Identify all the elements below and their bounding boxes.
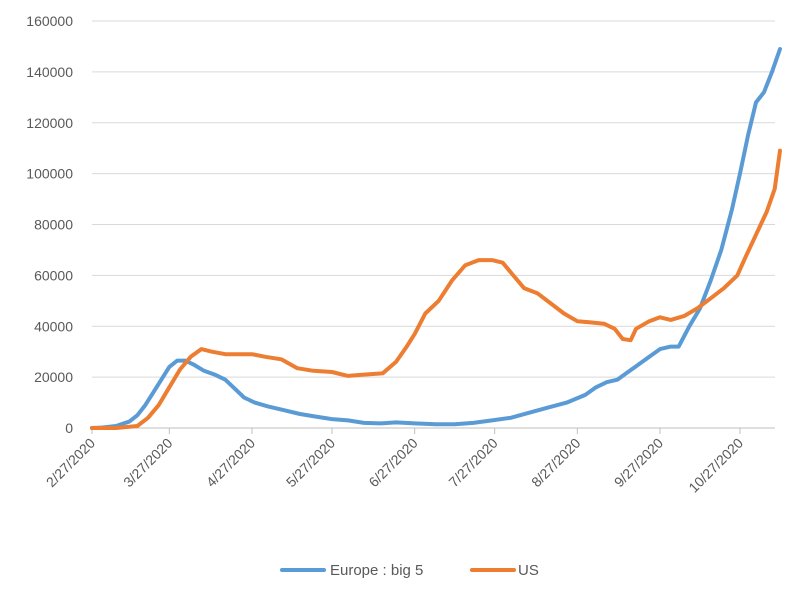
axes — [91, 427, 775, 434]
y-tick-label: 80000 — [34, 217, 73, 233]
y-tick-label: 100000 — [26, 166, 73, 182]
x-tick-label: 3/27/2020 — [120, 435, 176, 491]
y-tick-label: 0 — [65, 420, 73, 436]
y-tick-label: 120000 — [26, 115, 73, 131]
y-tick-label: 60000 — [34, 267, 73, 283]
legend-label: Europe : big 5 — [330, 562, 423, 579]
grid-lines — [92, 20, 775, 378]
x-axis-tick-labels: 2/27/2020 3/27/2020 4/27/2020 5/27/2020 6/27… — [43, 435, 747, 496]
y-tick-label: 140000 — [26, 64, 73, 80]
x-tick-label: 4/27/2020 — [203, 435, 259, 491]
series-lines — [90, 47, 782, 430]
legend: Europe : big 5 US — [280, 562, 539, 579]
y-tick-label: 40000 — [34, 318, 73, 334]
y-tick-label: 20000 — [34, 369, 73, 385]
x-tick-label: 5/27/2020 — [283, 435, 339, 491]
x-tick-label: 8/27/2020 — [528, 435, 584, 491]
series-line-us — [90, 148, 782, 430]
x-tick-label: 9/27/2020 — [611, 435, 667, 491]
x-tick-label: 6/27/2020 — [365, 435, 421, 491]
legend-label: US — [518, 562, 539, 579]
x-tick-label: 2/27/2020 — [43, 435, 99, 491]
y-tick-label: 160000 — [26, 13, 73, 29]
y-axis-tick-labels: 0 20000 40000 60000 80000 100000 120000 140000 1… — [26, 13, 73, 436]
series-line-europe-big-5 — [90, 47, 782, 430]
x-tick-label: 10/27/2020 — [685, 435, 746, 496]
x-tick-label: 7/27/2020 — [445, 435, 501, 491]
